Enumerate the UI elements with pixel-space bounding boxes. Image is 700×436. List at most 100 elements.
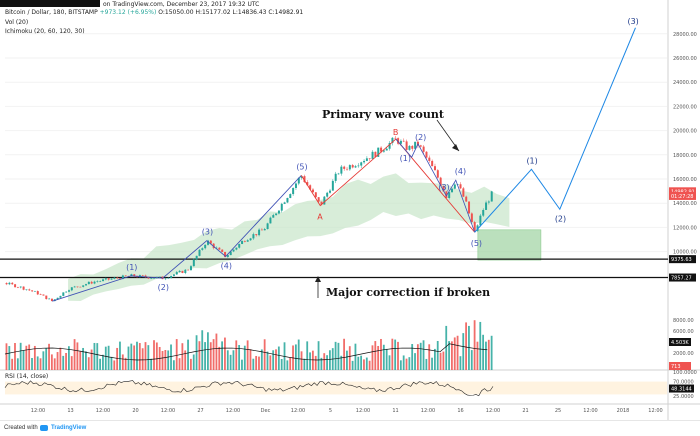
candle-body bbox=[465, 196, 468, 202]
volume-bar bbox=[241, 359, 243, 370]
volume-bar bbox=[102, 354, 104, 370]
volume-bar bbox=[144, 342, 147, 370]
volume-bar bbox=[136, 341, 138, 370]
volume-bar bbox=[39, 358, 42, 370]
volume-bar bbox=[42, 351, 45, 370]
volume-bar bbox=[73, 339, 76, 370]
candle-body bbox=[189, 266, 192, 271]
candle-body bbox=[226, 255, 229, 257]
volume-bar bbox=[354, 343, 357, 370]
projection-line bbox=[474, 27, 636, 233]
candle-body bbox=[485, 202, 488, 210]
candle-body bbox=[414, 141, 417, 149]
candle-body bbox=[311, 189, 314, 193]
volume-bar bbox=[260, 349, 263, 370]
price-tick-label: 22000.00 bbox=[673, 104, 697, 110]
candle-body bbox=[340, 166, 343, 174]
volume-bar bbox=[419, 342, 422, 370]
price-tick-label: 14000.00 bbox=[673, 201, 697, 207]
candle-body bbox=[33, 291, 36, 292]
candle-body bbox=[85, 284, 88, 286]
volume-bar bbox=[184, 350, 187, 370]
candle-body bbox=[124, 275, 127, 277]
candle-body bbox=[462, 188, 465, 197]
price-tick-label: 20000.00 bbox=[673, 129, 697, 135]
volume-bar bbox=[192, 354, 195, 370]
volume-bar bbox=[155, 342, 158, 370]
candle-body bbox=[297, 177, 300, 184]
candle-body bbox=[487, 201, 490, 203]
candle-body bbox=[90, 281, 93, 284]
candle-body bbox=[439, 177, 442, 186]
candle-body bbox=[207, 240, 210, 245]
volume-bar bbox=[215, 333, 218, 370]
time-tick-label: 27 bbox=[197, 408, 203, 414]
volume-bar bbox=[70, 356, 73, 370]
candle-body bbox=[11, 282, 14, 285]
annotation-correction: Major correction if broken bbox=[326, 286, 490, 299]
rsi-band bbox=[5, 381, 667, 395]
time-tick-label: 25 bbox=[555, 408, 561, 414]
volume-bar bbox=[5, 343, 8, 370]
price-tick-label: 18000.00 bbox=[673, 153, 697, 159]
candle-body bbox=[82, 285, 85, 287]
candle-body bbox=[76, 286, 79, 288]
time-tick-label: 20 bbox=[132, 408, 138, 414]
candle-body bbox=[175, 272, 178, 275]
candle-body bbox=[277, 210, 280, 214]
rsi-tick-label: 70.0000 bbox=[673, 380, 694, 386]
volume-bar bbox=[189, 358, 192, 370]
volume-bar bbox=[96, 343, 99, 370]
candle-body bbox=[65, 291, 68, 293]
time-tick-label: 2018 bbox=[617, 408, 630, 414]
candle-body bbox=[280, 203, 283, 211]
volume-bar bbox=[33, 345, 36, 370]
candle-body bbox=[303, 176, 306, 183]
volume-bar bbox=[195, 335, 198, 370]
candle-body bbox=[187, 269, 190, 271]
candle-body bbox=[425, 151, 428, 158]
candle-body bbox=[269, 217, 272, 224]
volume-bar bbox=[433, 348, 436, 370]
volume-bar bbox=[394, 339, 397, 370]
volume-bar bbox=[85, 351, 87, 370]
candle-body bbox=[300, 176, 303, 178]
volume-bar bbox=[436, 340, 439, 370]
candle-body bbox=[25, 289, 28, 291]
volume-bar bbox=[442, 351, 445, 370]
ichimoku-indicator-label: Ichimoku (20, 60, 120, 30) bbox=[5, 28, 85, 35]
volume-bar bbox=[297, 339, 300, 370]
volume-bar bbox=[121, 354, 124, 370]
wave-label: (5) bbox=[296, 162, 307, 171]
candle-body bbox=[490, 191, 493, 202]
volume-bar bbox=[204, 342, 206, 370]
volume-bar bbox=[275, 349, 277, 370]
volume-bar bbox=[422, 340, 425, 370]
volume-bar bbox=[280, 358, 283, 370]
candle-body bbox=[130, 274, 133, 277]
time-tick-label: 16 bbox=[457, 408, 463, 414]
volume-bar bbox=[212, 339, 215, 370]
time-tick-label: 13 bbox=[67, 408, 73, 414]
volume-bar bbox=[153, 340, 155, 370]
volume-bar bbox=[113, 360, 116, 370]
volume-bar bbox=[31, 357, 33, 370]
volume-bar bbox=[306, 341, 309, 370]
candle-body bbox=[59, 295, 62, 298]
candle-body bbox=[28, 289, 31, 291]
abc-wave-label: A bbox=[317, 213, 323, 222]
candle-body bbox=[16, 287, 19, 288]
volume-bar bbox=[62, 355, 65, 370]
volume-bar bbox=[334, 341, 337, 370]
volume-tick-label: 6000.00 bbox=[673, 329, 694, 335]
abc-correction-line bbox=[300, 138, 476, 233]
candle-body bbox=[158, 276, 161, 278]
candle-body bbox=[102, 279, 105, 282]
volume-bar bbox=[485, 341, 487, 370]
volume-bar bbox=[221, 341, 223, 370]
volume-bar bbox=[127, 346, 130, 370]
volume-bar bbox=[104, 346, 107, 370]
volume-bar bbox=[385, 348, 388, 370]
candle-body bbox=[241, 241, 244, 244]
volume-bar bbox=[382, 344, 385, 370]
